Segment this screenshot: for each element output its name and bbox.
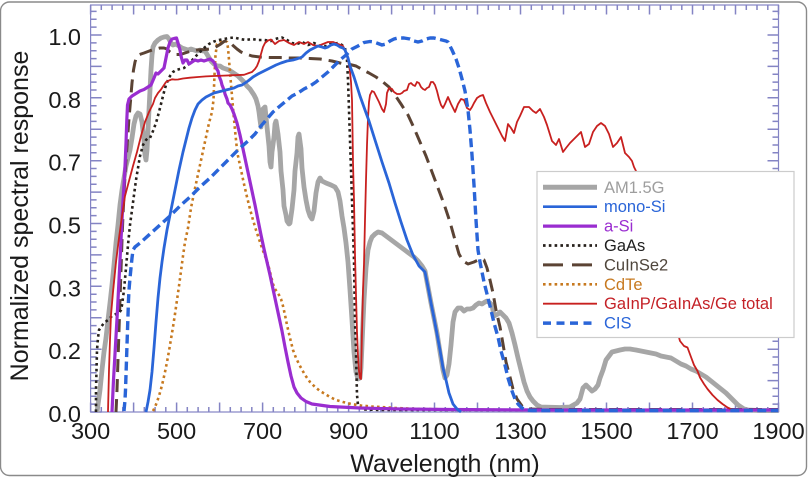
svg-text:a-Si: a-Si bbox=[604, 218, 633, 236]
svg-text:300: 300 bbox=[71, 418, 110, 444]
svg-text:mono-Si: mono-Si bbox=[604, 198, 665, 216]
svg-text:1100: 1100 bbox=[409, 418, 460, 444]
svg-text:1500: 1500 bbox=[580, 418, 632, 444]
svg-text:AM1.5G: AM1.5G bbox=[604, 179, 665, 197]
svg-text:CIS: CIS bbox=[604, 315, 632, 333]
svg-text:0.5: 0.5 bbox=[48, 213, 81, 239]
svg-text:Wavelength (nm): Wavelength (nm) bbox=[350, 450, 539, 478]
svg-text:500: 500 bbox=[157, 418, 196, 444]
svg-text:0.0: 0.0 bbox=[48, 401, 81, 427]
svg-text:1900: 1900 bbox=[752, 418, 804, 444]
svg-text:1.0: 1.0 bbox=[48, 24, 81, 50]
svg-text:0.8: 0.8 bbox=[48, 87, 81, 113]
svg-text:0.2: 0.2 bbox=[48, 338, 81, 364]
svg-text:GaAs: GaAs bbox=[604, 237, 645, 255]
svg-text:1700: 1700 bbox=[666, 418, 718, 444]
svg-text:700: 700 bbox=[243, 418, 282, 444]
svg-text:GaInP/GaInAs/Ge total: GaInP/GaInAs/Ge total bbox=[604, 295, 773, 313]
svg-text:0.7: 0.7 bbox=[48, 150, 81, 176]
svg-text:Normalized spectral response: Normalized spectral response bbox=[6, 51, 34, 382]
svg-text:0.3: 0.3 bbox=[48, 275, 81, 301]
svg-text:CuInSe2: CuInSe2 bbox=[604, 256, 668, 274]
svg-text:900: 900 bbox=[329, 418, 368, 444]
svg-text:CdTe: CdTe bbox=[604, 276, 643, 294]
svg-text:1300: 1300 bbox=[494, 418, 546, 444]
